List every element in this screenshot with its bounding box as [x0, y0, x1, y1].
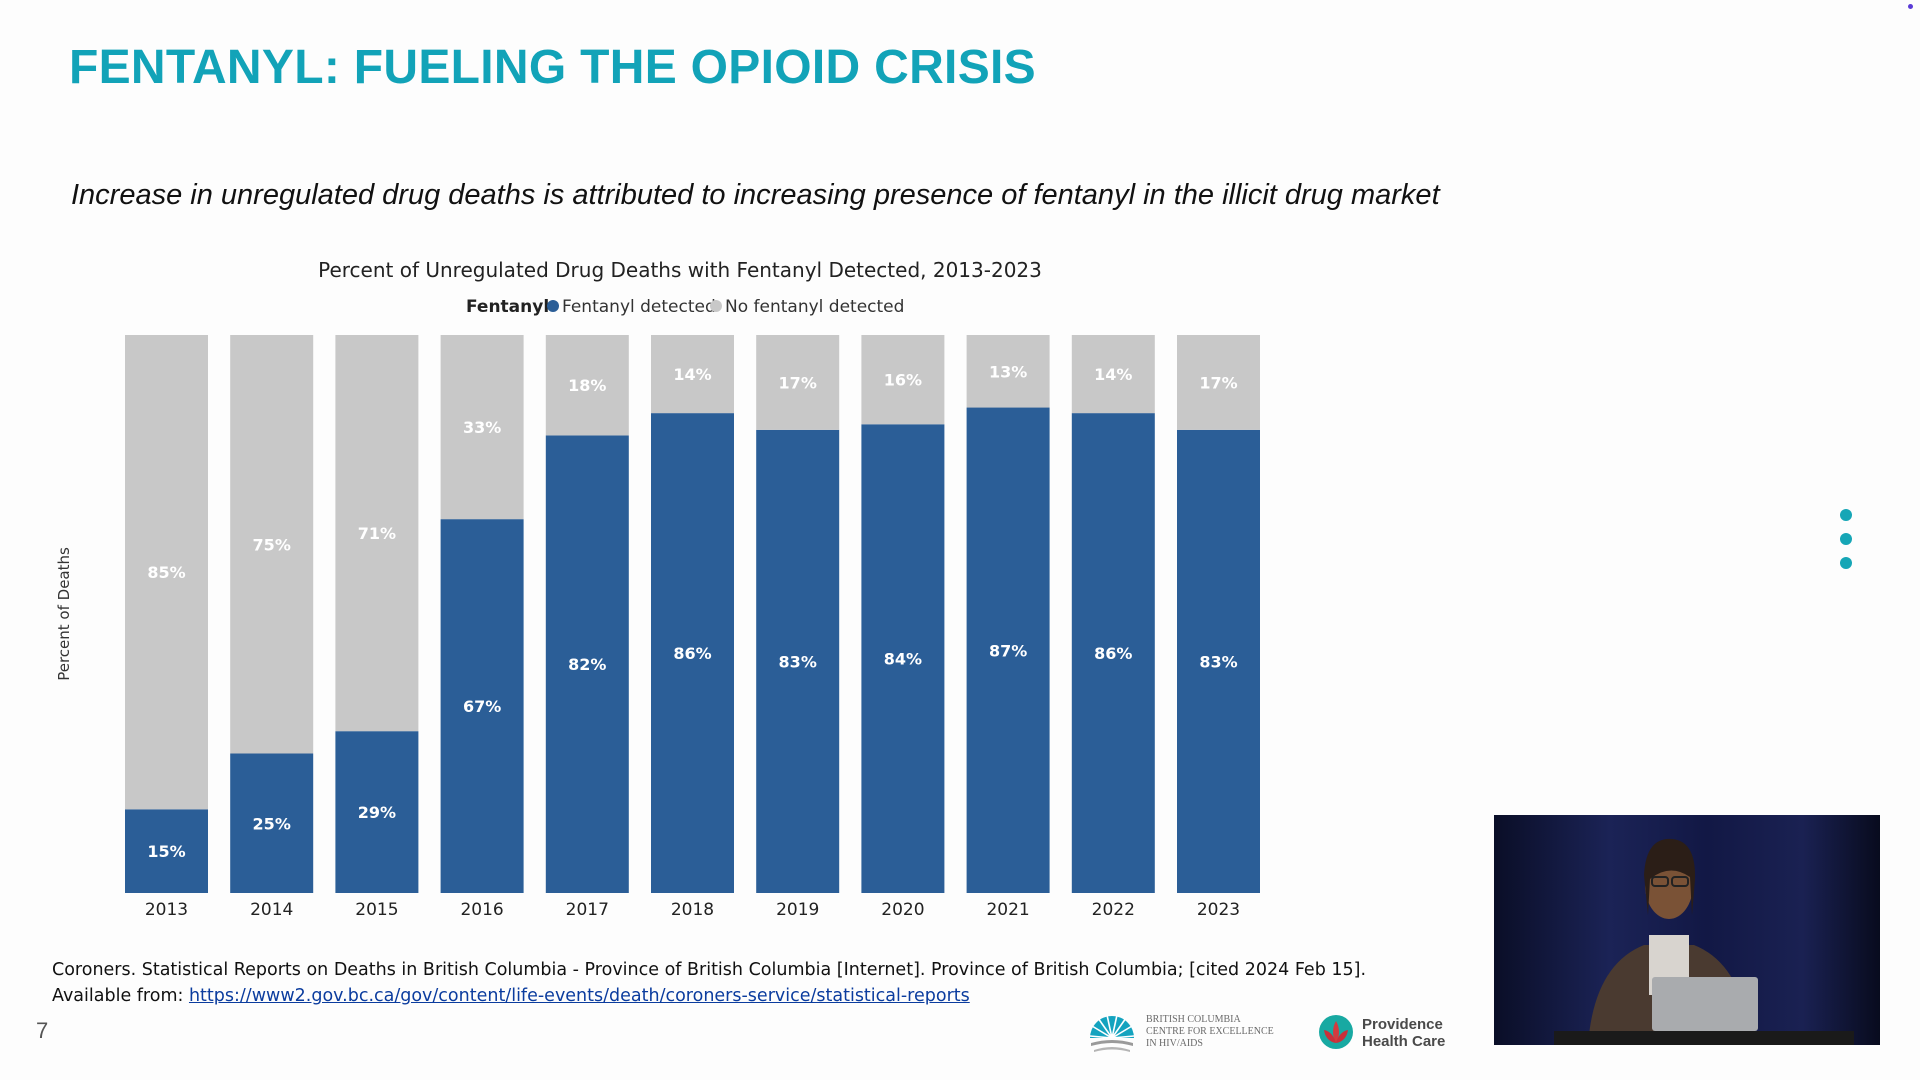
x-tick-2018: 2018 [671, 900, 714, 920]
label-no-fentanyl-2021: 13% [989, 362, 1027, 381]
label-no-fentanyl-2013: 85% [147, 563, 185, 582]
x-tick-2015: 2015 [355, 900, 398, 920]
x-tick-2017: 2017 [566, 900, 609, 920]
label-fentanyl-2020: 84% [884, 650, 922, 669]
label-fentanyl-2014: 25% [253, 814, 291, 833]
bar-fentanyl-2023 [1177, 429, 1260, 893]
bar-fentanyl-2014 [230, 753, 314, 893]
bar-fentanyl-2016 [440, 519, 524, 893]
x-axis-ticks: 2013 2014 2015 2016 2017 2018 2019 2020 2021 2022… [145, 900, 1240, 920]
chart-title: Percent of Unregulated Drug Deaths with … [318, 258, 1042, 282]
citation: Coroners. Statistical Reports on Deaths … [52, 957, 1452, 1009]
more-options-icon[interactable] [1840, 509, 1854, 581]
bar-no-fentanyl-2017 [545, 335, 629, 436]
bar-fentanyl-2015 [335, 731, 419, 893]
bccfe-line-1: British Columbia [1146, 1014, 1241, 1025]
label-no-fentanyl-2014: 75% [253, 535, 291, 554]
label-fentanyl-2013: 15% [147, 842, 185, 861]
bar-fentanyl-2013 [125, 809, 208, 893]
x-tick-2021: 2021 [986, 900, 1029, 920]
bar-fentanyl-2022 [1071, 413, 1155, 893]
x-tick-2023: 2023 [1197, 900, 1240, 920]
providence-health-care-logo: Providence Health Care [1316, 1012, 1466, 1056]
indicator-dot [1908, 4, 1913, 9]
bar-no-fentanyl-2013 [125, 335, 208, 810]
label-fentanyl-2023: 83% [1199, 652, 1237, 671]
x-tick-2014: 2014 [250, 900, 293, 920]
label-no-fentanyl-2023: 17% [1199, 373, 1237, 392]
phc-line-2: Health Care [1362, 1033, 1446, 1050]
bccfe-sunburst-icon [1089, 1014, 1135, 1052]
label-fentanyl-2022: 86% [1094, 644, 1132, 663]
bar-no-fentanyl-2022 [1071, 335, 1155, 414]
bar-fentanyl-2018 [651, 413, 734, 893]
bccfe-line-2: Centre for Excellence [1146, 1026, 1274, 1037]
bar-fentanyl-2021 [966, 407, 1050, 893]
label-fentanyl-2018: 86% [673, 644, 711, 663]
label-fentanyl-2015: 29% [358, 803, 396, 822]
legend-marker-1 [710, 300, 722, 312]
label-no-fentanyl-2017: 18% [568, 376, 606, 395]
slide-subtitle: Increase in unregulated drug deaths is a… [71, 179, 1440, 211]
label-no-fentanyl-2020: 16% [884, 371, 922, 390]
legend-label-1: No fentanyl detected [725, 297, 904, 317]
citation-available-prefix: Available from: [52, 986, 189, 1006]
speaker-video-feed [1494, 815, 1880, 1045]
bar-no-fentanyl-2018 [651, 335, 734, 414]
slide-title: FENTANYL: FUELING THE OPIOID CRISIS [69, 41, 1036, 94]
bars-group: 15% 85% 25% 75% 29% 71% 67% 33% 82% 18% 86% 14% 83% 1… [125, 335, 1260, 893]
label-no-fentanyl-2018: 14% [673, 365, 711, 384]
bar-fentanyl-2020 [861, 424, 945, 893]
bar-no-fentanyl-2015 [335, 335, 419, 732]
chart-legend: Fentanyl Fentanyl detected No fentanyl det… [466, 297, 904, 317]
x-tick-2022: 2022 [1092, 900, 1135, 920]
x-tick-2020: 2020 [881, 900, 924, 920]
bar-fentanyl-2017 [545, 435, 629, 893]
bar-no-fentanyl-2014 [230, 335, 314, 754]
bar-no-fentanyl-2021 [966, 335, 1050, 408]
citation-link[interactable]: https://www2.gov.bc.ca/gov/content/life-… [188, 986, 970, 1006]
label-no-fentanyl-2015: 71% [358, 524, 396, 543]
x-tick-2016: 2016 [460, 900, 503, 920]
x-tick-2013: 2013 [145, 900, 188, 920]
phc-line-1: Providence [1362, 1016, 1443, 1033]
label-fentanyl-2017: 82% [568, 655, 606, 674]
label-no-fentanyl-2016: 33% [463, 418, 501, 437]
legend-title: Fentanyl [466, 297, 549, 317]
bar-no-fentanyl-2019 [756, 335, 840, 430]
label-fentanyl-2016: 67% [463, 697, 501, 716]
legend-marker-0 [547, 300, 559, 312]
providence-lotus-icon [1319, 1015, 1353, 1049]
citation-text: Coroners. Statistical Reports on Deaths … [52, 960, 1367, 980]
y-axis-label: Percent of Deaths [55, 547, 73, 681]
bccfe-logo: British Columbia Centre for Excellence i… [1088, 1010, 1278, 1058]
bccfe-line-3: in HIV/AIDS [1146, 1038, 1203, 1049]
legend-label-0: Fentanyl detected [562, 297, 716, 317]
bar-no-fentanyl-2020 [861, 335, 945, 425]
label-no-fentanyl-2019: 17% [779, 373, 817, 392]
bar-no-fentanyl-2016 [440, 335, 524, 520]
label-fentanyl-2019: 83% [779, 652, 817, 671]
bar-fentanyl-2019 [756, 429, 840, 893]
label-no-fentanyl-2022: 14% [1094, 365, 1132, 384]
x-tick-2019: 2019 [776, 900, 819, 920]
page-number: 7 [36, 1018, 49, 1043]
speaker-video-image [1494, 815, 1880, 1045]
citation-available: Available from: https://www2.gov.bc.ca/g… [52, 983, 1452, 1009]
bar-no-fentanyl-2023 [1177, 335, 1260, 430]
label-fentanyl-2021: 87% [989, 641, 1027, 660]
